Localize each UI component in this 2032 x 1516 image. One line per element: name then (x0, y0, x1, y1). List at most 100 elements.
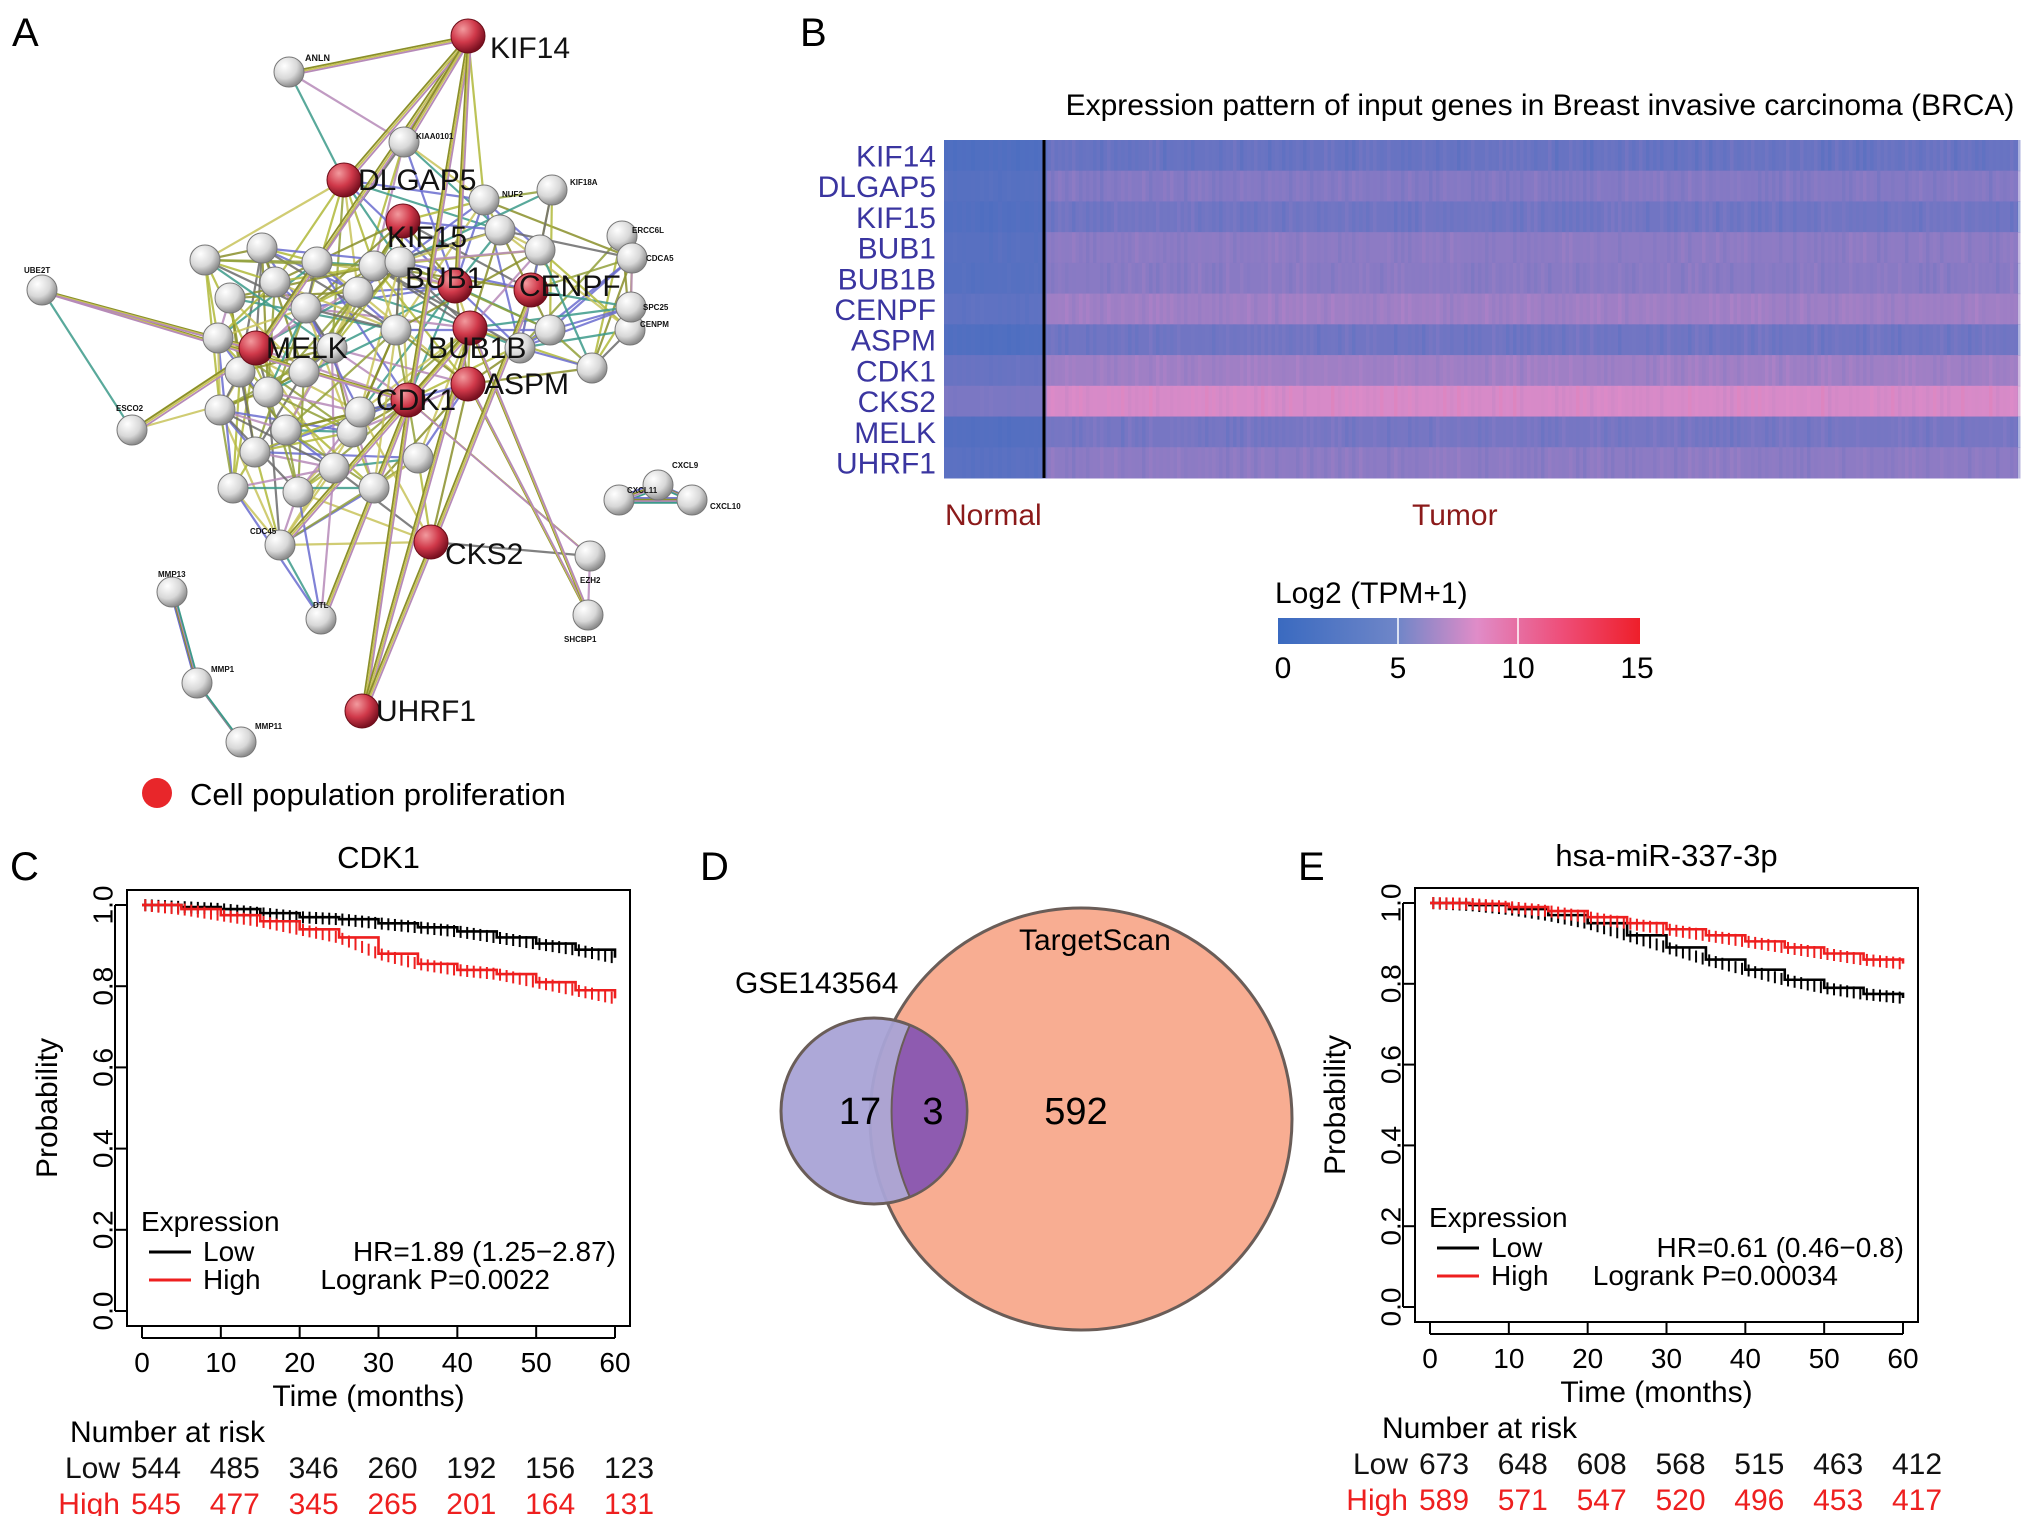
heatmap-texture (1408, 170, 1412, 202)
heatmap-texture (1870, 355, 1874, 387)
network-node-label: UHRF1 (376, 695, 476, 728)
heatmap-texture (1814, 201, 1818, 233)
heatmap-texture (1149, 385, 1153, 418)
heatmap-texture (998, 170, 1002, 202)
heatmap-texture (1282, 416, 1286, 448)
heatmap-texture (1007, 447, 1011, 479)
heatmap-texture (1856, 140, 1860, 172)
heatmap-texture (1142, 170, 1146, 202)
heatmap-texture (1499, 355, 1503, 387)
heatmap-texture (1695, 262, 1699, 295)
heatmap-texture (1772, 447, 1776, 479)
heatmap-texture (1359, 416, 1363, 448)
heatmap-texture (980, 140, 984, 172)
heatmap-texture (1065, 140, 1069, 172)
heatmap-texture (1828, 140, 1832, 172)
heatmap-texture (1765, 385, 1769, 418)
heatmap-texture (1366, 262, 1370, 295)
heatmap-texture (1835, 324, 1839, 356)
heatmap-texture (1933, 140, 1937, 172)
heatmap-texture (1429, 385, 1433, 418)
heatmap-texture (1877, 324, 1881, 356)
heatmap-texture (1982, 293, 1986, 325)
heatmap-texture (1660, 170, 1664, 202)
heatmap-texture (1331, 170, 1335, 202)
heatmap-texture (1562, 355, 1566, 387)
heatmap-texture (1877, 293, 1881, 325)
heatmap-texture (1674, 232, 1678, 264)
heatmap-texture (1821, 201, 1825, 233)
heatmap-texture (1450, 201, 1454, 233)
heatmap-texture (1793, 355, 1797, 387)
heatmap-texture (1751, 293, 1755, 325)
heatmap-texture (1198, 416, 1202, 448)
group-label-tumor: Tumor (1412, 499, 1498, 532)
heatmap-texture (1352, 293, 1356, 325)
heatmap-texture (1366, 416, 1370, 448)
network-edge (253, 307, 308, 453)
heatmap-texture (1807, 385, 1811, 418)
heatmap-texture (1072, 232, 1076, 264)
heatmap-texture (1387, 262, 1391, 295)
heatmap-texture (1100, 385, 1104, 418)
heatmap-texture (1464, 416, 1468, 448)
heatmap-texture (1051, 324, 1055, 356)
heatmap-texture (1317, 447, 1321, 479)
heatmap-texture (980, 385, 984, 418)
km-title: CDK1 (337, 840, 420, 875)
km-risk-value: 571 (1498, 1484, 1548, 1516)
heatmap-texture (1149, 232, 1153, 264)
venn-count-overlap: 3 (922, 1091, 943, 1133)
heatmap-texture (1611, 232, 1615, 264)
heatmap-texture (1205, 324, 1209, 356)
heatmap-texture (1058, 293, 1062, 325)
heatmap-texture (1128, 385, 1132, 418)
heatmap-texture (1156, 355, 1160, 387)
heatmap-texture (1555, 170, 1559, 202)
heatmap-texture (1492, 293, 1496, 325)
heatmap-texture (1954, 385, 1958, 418)
heatmap-texture (1142, 262, 1146, 295)
heatmap-texture (1772, 170, 1776, 202)
heatmap-texture (1597, 385, 1601, 418)
heatmap-texture (1912, 355, 1916, 387)
heatmap-texture (1786, 416, 1790, 448)
heatmap-texture (1142, 201, 1146, 233)
network-node-ube2t (26, 274, 58, 306)
heatmap-texture (1681, 447, 1685, 479)
network-node (384, 246, 416, 278)
heatmap-texture (1842, 170, 1846, 202)
heatmap-texture (1520, 416, 1524, 448)
heatmap-texture (1940, 385, 1944, 418)
heatmap-texture (1310, 385, 1314, 418)
heatmap-texture (1198, 293, 1202, 325)
heatmap-texture (1989, 293, 1993, 325)
heatmap-texture (953, 324, 957, 356)
heatmap-texture (1548, 385, 1552, 418)
heatmap-texture (1219, 385, 1223, 418)
heatmap-texture (1121, 293, 1125, 325)
heatmap-texture (1422, 293, 1426, 325)
heatmap-texture (1240, 324, 1244, 356)
heatmap-texture (1296, 416, 1300, 448)
heatmap-texture (1653, 385, 1657, 418)
heatmap-texture (1254, 140, 1258, 172)
km-risk-value: 568 (1655, 1448, 1705, 1481)
heatmap-texture (1891, 170, 1895, 202)
heatmap-texture (1968, 140, 1972, 172)
heatmap-texture (1856, 385, 1860, 418)
heatmap-texture (1632, 355, 1636, 387)
heatmap-texture (1758, 262, 1762, 295)
heatmap-texture (1520, 355, 1524, 387)
heatmap-texture (1135, 293, 1139, 325)
heatmap-texture (1429, 262, 1433, 295)
heatmap-texture (1520, 201, 1524, 233)
heatmap-texture (1513, 447, 1517, 479)
heatmap-texture (1891, 355, 1895, 387)
heatmap-texture (1765, 262, 1769, 295)
heatmap-texture (1268, 324, 1272, 356)
heatmap-texture (1135, 140, 1139, 172)
heatmap-texture (1401, 293, 1405, 325)
heatmap-texture (1884, 140, 1888, 172)
network-node (318, 452, 350, 484)
